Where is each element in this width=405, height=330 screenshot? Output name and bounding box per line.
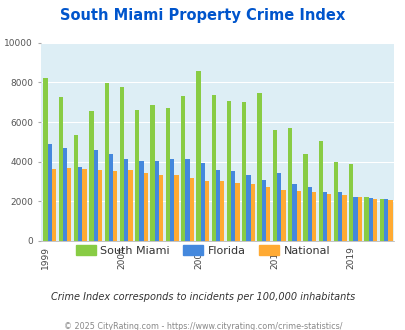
Bar bbox=[220, 182, 224, 241]
Bar bbox=[261, 180, 265, 241]
Bar bbox=[159, 175, 163, 241]
Bar bbox=[230, 171, 235, 241]
Bar bbox=[93, 150, 98, 241]
Bar bbox=[128, 170, 132, 241]
Bar bbox=[364, 197, 368, 241]
Bar bbox=[333, 162, 337, 241]
Bar bbox=[303, 154, 307, 241]
Bar bbox=[348, 164, 353, 241]
Bar bbox=[113, 171, 117, 241]
Bar bbox=[322, 192, 326, 241]
Bar bbox=[104, 83, 109, 241]
Bar bbox=[326, 194, 330, 241]
Bar bbox=[383, 199, 387, 241]
Bar bbox=[353, 197, 357, 241]
Bar bbox=[272, 130, 276, 241]
Bar bbox=[246, 175, 250, 241]
Bar bbox=[226, 101, 230, 241]
Bar bbox=[165, 108, 170, 241]
Bar bbox=[372, 199, 376, 241]
Bar bbox=[89, 111, 93, 241]
Bar bbox=[357, 197, 361, 241]
Bar bbox=[189, 178, 193, 241]
Bar bbox=[47, 144, 52, 241]
Bar bbox=[200, 163, 204, 241]
Bar bbox=[52, 169, 56, 241]
Bar bbox=[250, 184, 254, 241]
Bar bbox=[43, 78, 47, 241]
Bar bbox=[204, 181, 209, 241]
Bar bbox=[211, 95, 215, 241]
Bar bbox=[67, 168, 71, 241]
Text: Crime Index corresponds to incidents per 100,000 inhabitants: Crime Index corresponds to incidents per… bbox=[51, 292, 354, 302]
Bar bbox=[196, 71, 200, 241]
Bar bbox=[235, 183, 239, 241]
Bar bbox=[307, 187, 311, 241]
Bar bbox=[63, 148, 67, 241]
Bar bbox=[257, 93, 261, 241]
Bar bbox=[337, 192, 341, 241]
Bar bbox=[150, 105, 154, 241]
Bar bbox=[318, 141, 322, 241]
Bar bbox=[98, 170, 102, 241]
Bar bbox=[241, 102, 246, 241]
Legend: South Miami, Florida, National: South Miami, Florida, National bbox=[71, 241, 334, 260]
Bar bbox=[154, 161, 159, 241]
Bar bbox=[135, 110, 139, 241]
Bar bbox=[292, 184, 296, 241]
Bar bbox=[78, 167, 82, 241]
Bar bbox=[387, 200, 392, 241]
Bar bbox=[58, 97, 63, 241]
Bar bbox=[296, 191, 300, 241]
Bar bbox=[181, 96, 185, 241]
Text: South Miami Property Crime Index: South Miami Property Crime Index bbox=[60, 8, 345, 23]
Text: © 2025 CityRating.com - https://www.cityrating.com/crime-statistics/: © 2025 CityRating.com - https://www.city… bbox=[64, 322, 341, 330]
Bar bbox=[82, 169, 87, 241]
Bar bbox=[368, 198, 372, 241]
Bar bbox=[341, 195, 346, 241]
Bar bbox=[74, 135, 78, 241]
Bar bbox=[109, 154, 113, 241]
Bar bbox=[174, 175, 178, 241]
Bar bbox=[139, 161, 143, 241]
Bar bbox=[281, 190, 285, 241]
Bar bbox=[170, 159, 174, 241]
Bar bbox=[215, 170, 220, 241]
Bar bbox=[143, 173, 147, 241]
Bar bbox=[276, 173, 281, 241]
Bar bbox=[379, 199, 383, 241]
Bar bbox=[311, 192, 315, 241]
Bar bbox=[124, 159, 128, 241]
Bar bbox=[265, 187, 270, 241]
Bar bbox=[119, 87, 124, 241]
Bar bbox=[185, 159, 189, 241]
Bar bbox=[287, 128, 292, 241]
